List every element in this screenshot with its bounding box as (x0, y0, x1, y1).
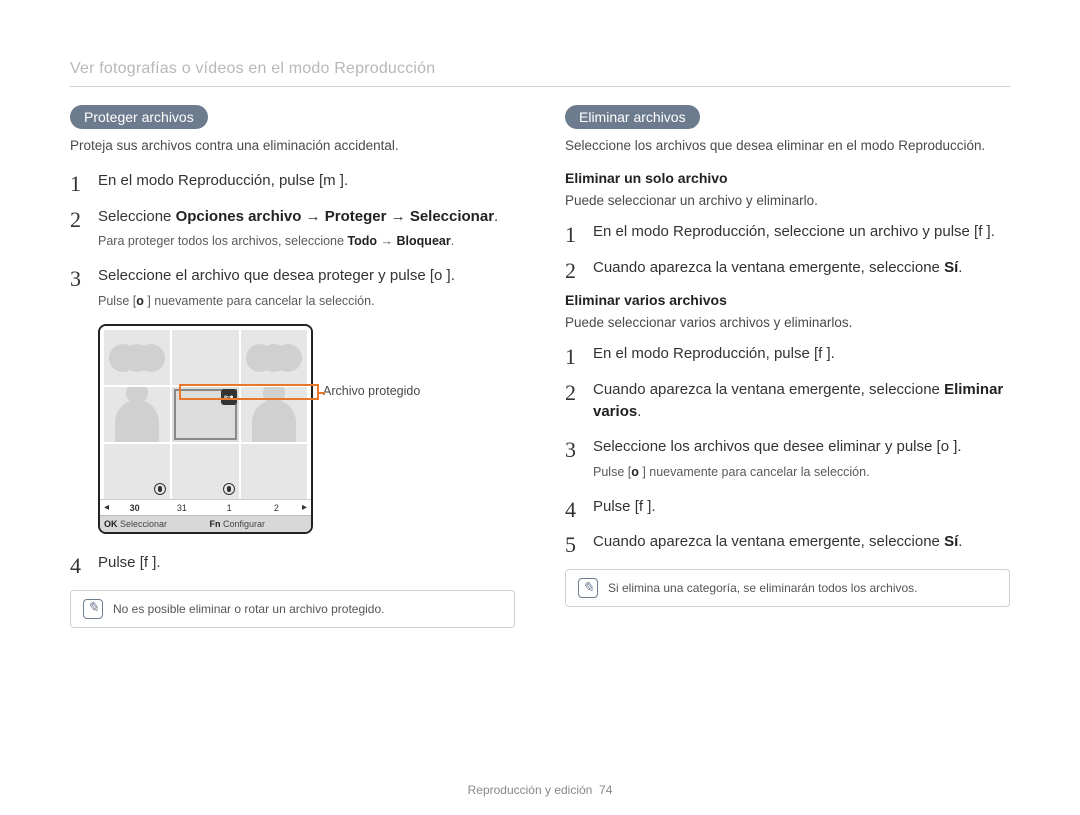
date-bar: ◂ 30 31 1 2 ▸ (100, 499, 311, 515)
note-text: Si elimina una categoría, se eliminarán … (608, 581, 918, 595)
right-column: Eliminar archivos Seleccione los archivo… (565, 105, 1010, 628)
thumb-cell (172, 330, 238, 385)
note-text: No es posible eliminar o rotar un archiv… (113, 602, 384, 616)
fn-button-area: Fn Configurar (206, 516, 312, 532)
device-frame: ⊶ ◂ 30 31 1 2 ▸ OK Seleccionar (98, 324, 313, 534)
thumb-cell (241, 387, 307, 442)
callout-label: Archivo protegido (323, 384, 420, 398)
mic-icon (223, 483, 235, 495)
protect-step-1: En el modo Reproducción, pulse [m ]. (70, 170, 515, 192)
left-column: Proteger archivos Proteja sus archivos c… (70, 105, 515, 628)
thumbnail-grid: ⊶ (100, 326, 311, 499)
mic-icon (154, 483, 166, 495)
lock-icon: ⊶ (221, 389, 237, 405)
flower-icon (260, 344, 288, 372)
arrow-left-icon: ◂ (104, 502, 109, 513)
delete-multi-steps: En el modo Reproducción, pulse [f ]. Cua… (565, 343, 1010, 553)
page-footer: Reproducción y edición 74 (0, 783, 1080, 797)
footer-section: Reproducción y edición (468, 783, 593, 797)
thumb-cell (104, 387, 170, 442)
step2-bold-2: Proteger (325, 208, 387, 225)
section-pill-protect: Proteger archivos (70, 105, 208, 129)
delete-multi-step-2: Cuando aparezca la ventana emergente, se… (565, 379, 1010, 423)
thumb-cell (241, 444, 307, 499)
delete-intro: Seleccione los archivos que desea elimin… (565, 137, 1010, 156)
delete-single-steps: En el modo Reproducción, seleccione un a… (565, 221, 1010, 279)
protect-steps: En el modo Reproducción, pulse [m ]. Sel… (70, 170, 515, 310)
step2-bold-3: Seleccionar (410, 208, 494, 225)
step2-text: Seleccione (98, 208, 176, 225)
delete-multi-step-1: En el modo Reproducción, pulse [f ]. (565, 343, 1010, 365)
two-column-layout: Proteger archivos Proteja sus archivos c… (70, 105, 1010, 628)
delete-single-intro: Puede seleccionar un archivo y eliminarl… (565, 192, 1010, 211)
person-icon (115, 400, 159, 443)
delete-multi-step-3-sub: Pulse [o ] nuevamente para cancelar la s… (593, 464, 1010, 482)
protect-step-3: Seleccione el archivo que desea proteger… (70, 265, 515, 310)
person-icon (252, 400, 296, 443)
step3-text: Seleccione el archivo que desea proteger… (98, 267, 455, 284)
protect-step-2-sub: Para proteger todos los archivos, selecc… (98, 233, 515, 251)
callout-line (319, 392, 325, 394)
delete-multi-step-4: Pulse [f ]. (565, 496, 1010, 518)
footer-page: 74 (599, 783, 612, 797)
date-cell: 30 (113, 503, 156, 513)
date-cell: 31 (160, 503, 203, 513)
delete-single-subhead: Eliminar un solo archivo (565, 170, 1010, 186)
date-cell: 1 (208, 503, 251, 513)
flower-icon (123, 344, 151, 372)
callout: Archivo protegido (323, 382, 515, 400)
thumb-cell (241, 330, 307, 385)
note-box-delete: ✎ Si elimina una categoría, se eliminará… (565, 569, 1010, 607)
ok-button-area: OK Seleccionar (100, 516, 206, 532)
thumb-cell (104, 444, 170, 499)
date-cell: 2 (255, 503, 298, 513)
delete-single-step-2: Cuando aparezca la ventana emergente, se… (565, 257, 1010, 279)
note-box-protect: ✎ No es posible eliminar o rotar un arch… (70, 590, 515, 628)
thumb-cell (172, 444, 238, 499)
delete-multi-step-5: Cuando aparezca la ventana emergente, se… (565, 531, 1010, 553)
arrow-right-icon: ▸ (302, 502, 307, 513)
delete-multi-subhead: Eliminar varios archivos (565, 292, 1010, 308)
delete-single-step-1: En el modo Reproducción, seleccione un a… (565, 221, 1010, 243)
note-icon: ✎ (83, 599, 103, 619)
page-header: Ver fotografías o vídeos en el modo Repr… (70, 60, 1010, 78)
delete-multi-intro: Puede seleccionar varios archivos y elim… (565, 314, 1010, 333)
step2-bold-1: Opciones archivo (176, 208, 302, 225)
protect-steps-cont: Pulse [f ]. (70, 552, 515, 574)
thumb-cell (104, 330, 170, 385)
button-bar: OK Seleccionar Fn Configurar (100, 515, 311, 532)
protect-step-4: Pulse [f ]. (70, 552, 515, 574)
note-icon: ✎ (578, 578, 598, 598)
thumbnail-figure: ⊶ ◂ 30 31 1 2 ▸ OK Seleccionar (70, 324, 515, 534)
section-pill-delete: Eliminar archivos (565, 105, 700, 129)
protect-step-2: Seleccione Opciones archivo → Proteger →… (70, 206, 515, 251)
protect-step-3-sub: Pulse [o ] nuevamente para cancelar la s… (98, 293, 515, 311)
thumb-cell-selected: ⊶ (172, 387, 238, 442)
delete-multi-step-3: Seleccione los archivos que desee elimin… (565, 436, 1010, 481)
protect-intro: Proteja sus archivos contra una eliminac… (70, 137, 515, 156)
header-rule (70, 86, 1010, 87)
